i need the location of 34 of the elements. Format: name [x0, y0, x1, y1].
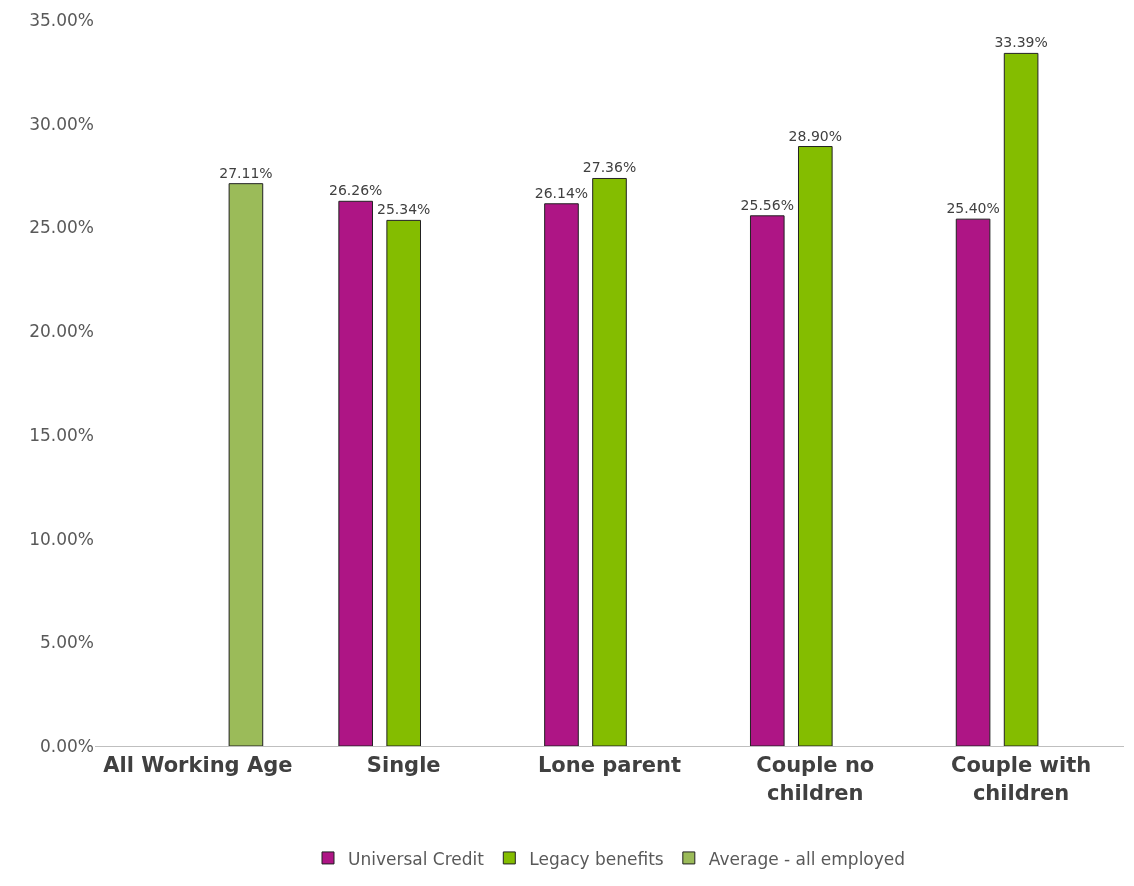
bar	[1003, 52, 1039, 746]
data-label: 25.34%	[377, 201, 431, 218]
x-tick-label: Lone parent	[537, 753, 682, 778]
bar	[338, 200, 373, 746]
y-tick-label: 5.00%	[39, 632, 94, 653]
bar	[228, 183, 264, 746]
y-tick-label: 30.00%	[29, 113, 94, 134]
data-label: 27.36%	[582, 159, 637, 176]
data-label: 27.11%	[219, 164, 273, 181]
bar	[544, 203, 579, 746]
y-tick-label: 0.00%	[39, 735, 94, 756]
data-label: 25.56%	[740, 196, 794, 213]
data-label: 25.40%	[946, 200, 1000, 217]
y-tick-label: 25.00%	[29, 217, 94, 238]
x-tick-label: Single	[366, 753, 441, 778]
bar	[592, 177, 627, 746]
data-label: 33.39%	[994, 34, 1048, 51]
bar	[386, 219, 422, 746]
data-label: 28.90%	[788, 127, 842, 144]
y-tick-label: 15.00%	[29, 424, 94, 445]
x-tick-label: Couple with children	[951, 753, 1092, 805]
y-tick-label: 35.00%	[29, 9, 94, 30]
legend-label: Average - all employed	[708, 848, 906, 869]
y-tick-label: 10.00%	[29, 528, 94, 549]
legend-label: Universal Credit	[348, 848, 485, 869]
x-tick-label: Couple no children	[756, 753, 875, 805]
bar	[749, 215, 785, 746]
x-tick-label: All Working Age	[103, 753, 293, 778]
data-label: 26.14%	[534, 184, 589, 201]
legend-label: Legacy benefits	[529, 848, 664, 869]
bar	[797, 146, 833, 746]
data-label: 26.26%	[328, 182, 383, 199]
bar	[955, 218, 991, 746]
y-tick-label: 20.00%	[29, 321, 94, 342]
